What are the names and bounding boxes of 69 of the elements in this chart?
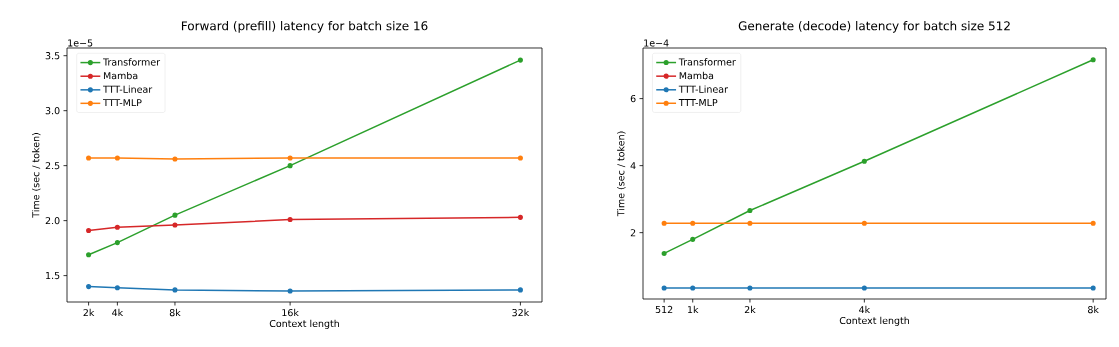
point [114,240,120,246]
y-axis-title: Time (sec / token) [32,133,41,218]
point [861,158,867,164]
x-tick-label: 4k [859,305,871,314]
x-tick-label: 32k [512,308,530,317]
legend-label: TTT-Linear [103,85,153,93]
point [690,285,696,291]
point [861,285,867,291]
point [1090,285,1096,291]
point [114,155,120,161]
point [661,220,667,226]
x-tick-label: 512 [655,305,673,314]
y-tick-label: 2 [630,229,636,237]
x-tick-label: 1k [688,305,699,314]
point [86,284,92,290]
x-tick-label: 4k [112,308,124,317]
legend-label: TTT-Linear [678,85,728,93]
y-tick-label: 2.0 [45,217,60,225]
point [861,220,867,226]
chart-title: Generate (decode) latency for batch size 512 [738,21,1010,33]
point [114,224,120,230]
point [690,236,696,242]
x-axis-title: Context length [839,316,909,326]
point [517,287,523,293]
point [287,163,293,169]
point [747,285,753,291]
point [287,155,293,161]
point [114,285,120,291]
legend-label: Transformer [678,58,736,66]
x-tick-label: 2k [83,308,95,317]
point [661,285,667,291]
legend-label: Transformer [103,58,161,66]
point [517,57,523,63]
point [172,287,178,293]
point [747,220,753,226]
legend-label: TTT-MLP [103,99,142,107]
point [1090,220,1096,226]
point [747,207,753,214]
point [690,220,696,226]
legend-label: Mamba [103,71,138,80]
x-tick-label: 16k [282,308,299,317]
point [172,222,178,228]
x-tick-label: 8k [169,308,181,317]
y-tick-label: 2.5 [45,162,60,170]
y-tick-label: 4 [630,162,636,170]
legend-label: Mamba [679,71,714,80]
text: 1e−5 [68,39,93,47]
x-axis-title: Context length [269,319,339,329]
point [517,214,523,220]
y-tick-label: 1.5 [46,272,60,280]
y-tick-label: 3.5 [45,52,60,60]
point [287,288,293,294]
legend-label: TTT-MLP [678,99,718,107]
point [287,216,293,223]
y-axis-title: Time (sec / token) [617,131,626,217]
x-tick-label: 8k [1088,305,1099,314]
chart-title: Forward (prefill) latency for batch size 16 [181,21,428,33]
point [86,252,92,258]
point [661,250,667,256]
point [86,155,92,161]
point [86,227,92,234]
point [1090,57,1096,63]
point [172,212,178,218]
y-tick-label: 6 [630,95,636,103]
y-tick-label: 3.0 [45,107,60,115]
text: 1e−4 [644,39,669,47]
point [172,156,178,162]
x-tick-label: 2k [744,305,756,314]
point [517,155,523,161]
